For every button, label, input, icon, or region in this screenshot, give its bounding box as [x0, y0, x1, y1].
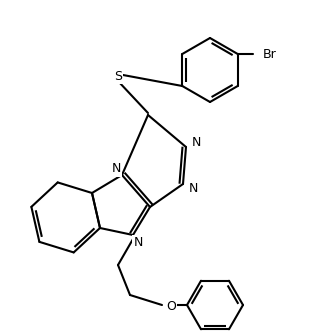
Text: S: S — [114, 70, 122, 83]
Text: N: N — [188, 181, 198, 195]
Text: N: N — [191, 136, 201, 150]
Text: N: N — [133, 237, 143, 250]
Text: N: N — [111, 163, 121, 175]
Text: Br: Br — [263, 47, 276, 60]
Text: O: O — [166, 299, 176, 312]
